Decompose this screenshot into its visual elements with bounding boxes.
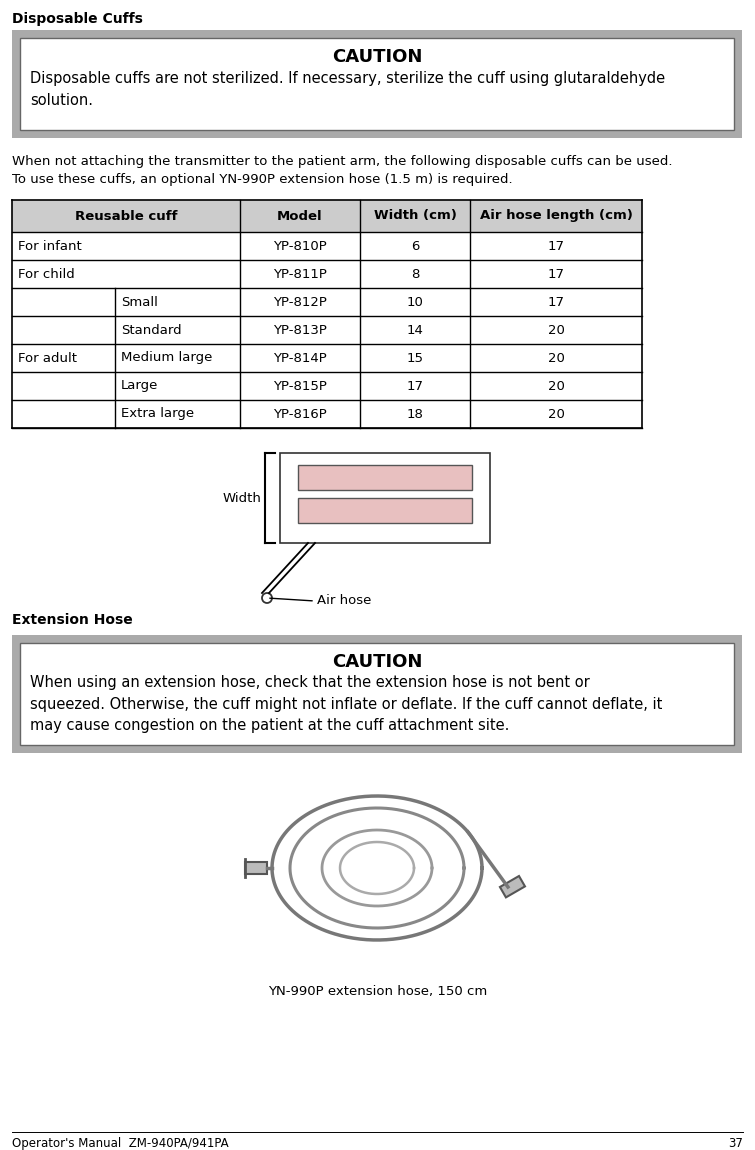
Text: Reusable cuff: Reusable cuff [75, 209, 177, 222]
Text: 37: 37 [728, 1137, 743, 1150]
Text: 17: 17 [547, 296, 565, 308]
Text: 20: 20 [547, 407, 565, 421]
Text: For adult: For adult [18, 352, 77, 365]
Bar [12, 635, 742, 753]
Bar [20, 38, 734, 130]
Text: 10: 10 [406, 296, 424, 308]
Text: 6: 6 [411, 239, 419, 253]
Text: Extension Hose: Extension Hose [12, 613, 133, 627]
Text: When using an extension hose, check that the extension hose is not bent or
squee: When using an extension hose, check that… [30, 675, 662, 734]
Text: Small: Small [121, 296, 158, 308]
Text: When not attaching the transmitter to the patient arm, the following disposable : When not attaching the transmitter to th… [12, 155, 673, 186]
Text: For child: For child [18, 268, 75, 281]
Text: Operator's Manual  ZM-940PA/941PA: Operator's Manual ZM-940PA/941PA [12, 1137, 229, 1150]
Text: Standard: Standard [121, 323, 182, 337]
Bar [20, 643, 734, 745]
Bar [12, 30, 742, 138]
Text: Extra large: Extra large [121, 407, 194, 421]
Text: YP-816P: YP-816P [273, 407, 327, 421]
Text: Disposable Cuffs: Disposable Cuffs [12, 12, 143, 26]
Text: YP-811P: YP-811P [273, 268, 327, 281]
Text: Width: Width [222, 491, 261, 505]
Text: YP-810P: YP-810P [273, 239, 327, 253]
Text: For infant: For infant [18, 239, 82, 253]
Bar [298, 498, 472, 523]
Bar [245, 862, 267, 874]
Text: 17: 17 [547, 239, 565, 253]
Text: 8: 8 [411, 268, 419, 281]
Text: 17: 17 [406, 380, 424, 392]
Text: Disposable cuffs are not sterilized. If necessary, sterilize the cuff using glut: Disposable cuffs are not sterilized. If … [30, 71, 665, 108]
Text: 15: 15 [406, 352, 424, 365]
Bar [298, 465, 472, 490]
Bar [280, 453, 490, 543]
Bar [12, 200, 642, 232]
Text: 20: 20 [547, 323, 565, 337]
Text: Width (cm): Width (cm) [374, 209, 457, 222]
Text: CAUTION: CAUTION [332, 653, 423, 670]
Text: YP-813P: YP-813P [273, 323, 327, 337]
Text: Medium large: Medium large [121, 352, 212, 365]
Text: Large: Large [121, 380, 159, 392]
Text: 17: 17 [547, 268, 565, 281]
Text: 14: 14 [406, 323, 424, 337]
Text: YP-815P: YP-815P [273, 380, 327, 392]
Text: Air hose: Air hose [317, 595, 371, 607]
Text: Model: Model [277, 209, 323, 222]
Text: 18: 18 [406, 407, 424, 421]
Bar [500, 876, 525, 897]
Text: YP-812P: YP-812P [273, 296, 327, 308]
Text: Air hose length (cm): Air hose length (cm) [479, 209, 633, 222]
Text: 20: 20 [547, 352, 565, 365]
Text: CAUTION: CAUTION [332, 48, 423, 66]
Text: YN-990P extension hose, 150 cm: YN-990P extension hose, 150 cm [268, 986, 487, 998]
Text: 20: 20 [547, 380, 565, 392]
Text: YP-814P: YP-814P [273, 352, 327, 365]
